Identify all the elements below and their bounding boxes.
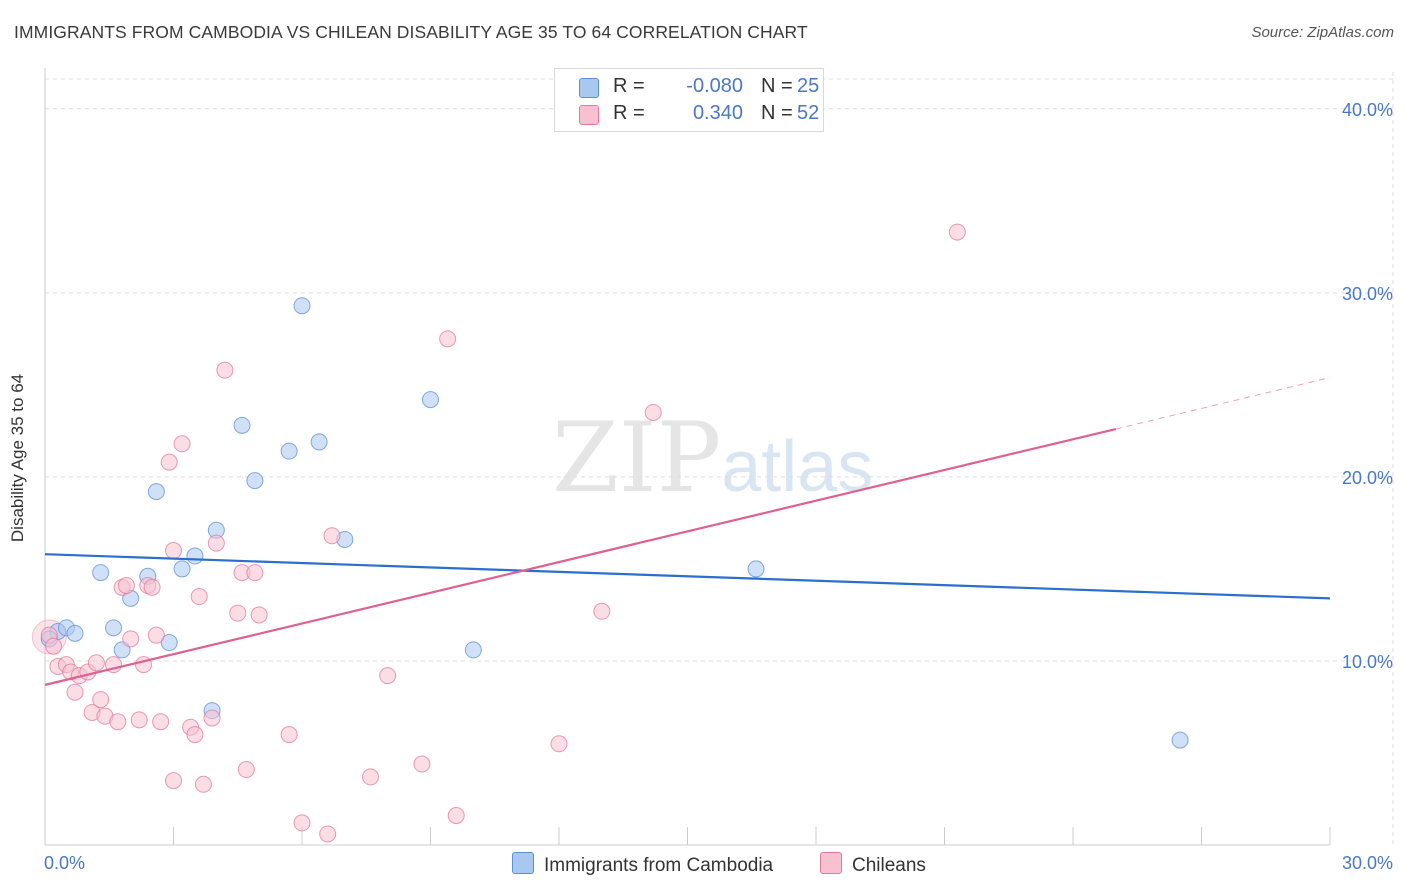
legend-n-label: N = — [761, 75, 793, 97]
point-chileans — [593, 602, 611, 620]
point-chileans — [362, 768, 380, 786]
point-chileans — [143, 578, 161, 596]
bottom-legend-swatch-chileans — [820, 852, 842, 874]
point-cambodia — [293, 297, 311, 315]
legend-swatch-cambodia — [579, 78, 599, 98]
bottom-legend-label-chileans: Chileans — [852, 855, 926, 876]
legend-n-value: 25 — [797, 75, 820, 97]
point-chileans — [186, 726, 204, 744]
legend-r-value: -0.080 — [686, 75, 743, 97]
x-tick-label: 0.0% — [44, 853, 85, 873]
point-chileans — [147, 626, 165, 644]
bottom-legend-swatch-cambodia — [512, 852, 534, 874]
x-tick-label: 30.0% — [1342, 853, 1393, 873]
point-chileans — [152, 713, 170, 731]
point-chileans — [413, 755, 431, 773]
watermark: ZIPatlas — [552, 402, 873, 514]
trend-line-chileans — [44, 427, 1117, 686]
point-chileans — [644, 403, 662, 421]
bottom-legend-label-cambodia: Immigrants from Cambodia — [544, 855, 774, 876]
point-chileans — [203, 709, 221, 727]
bottom-legend-chileans[interactable]: Chileans — [820, 852, 926, 877]
trend-line-cambodia — [44, 553, 1331, 600]
watermark-zip: ZIP — [552, 402, 722, 514]
point-cambodia — [747, 560, 765, 578]
point-chileans — [948, 223, 966, 241]
y-tick-label: 30.0% — [1342, 284, 1393, 304]
point-chileans — [280, 726, 298, 744]
point-chileans — [45, 637, 63, 655]
legend-n-label: N = — [761, 102, 793, 124]
point-chileans — [173, 435, 191, 453]
point-cambodia — [66, 624, 84, 642]
point-chileans — [160, 453, 178, 471]
point-chileans — [117, 576, 135, 594]
point-chileans — [319, 825, 337, 843]
point-cambodia — [173, 560, 191, 578]
point-chileans — [237, 761, 255, 779]
point-chileans — [109, 713, 127, 731]
point-cambodia — [464, 641, 482, 659]
point-chileans — [122, 630, 140, 648]
point-chileans — [550, 735, 568, 753]
point-cambodia — [147, 483, 165, 501]
bottom-legend-cambodia[interactable]: Immigrants from Cambodia — [512, 852, 773, 877]
point-cambodia — [186, 547, 204, 565]
point-chileans — [379, 667, 397, 685]
point-chileans — [66, 683, 84, 701]
y-tick-label: 40.0% — [1342, 100, 1393, 120]
point-cambodia — [246, 472, 264, 490]
point-chileans — [190, 588, 208, 606]
point-cambodia — [160, 634, 178, 652]
point-cambodia — [422, 391, 439, 409]
trend-extension-chileans — [1115, 377, 1331, 430]
y-tick-label: 10.0% — [1342, 652, 1393, 672]
y-axis-label: Disability Age 35 to 64 — [8, 373, 27, 543]
point-cambodia — [1171, 731, 1189, 749]
legend-r-label: R = — [613, 102, 645, 124]
point-cambodia — [105, 619, 123, 637]
legend-swatch-chileans — [579, 105, 599, 125]
point-chileans — [293, 814, 311, 832]
point-chileans — [246, 564, 264, 582]
point-chileans — [323, 527, 341, 545]
point-chileans — [165, 542, 182, 560]
y-tick-label: 20.0% — [1342, 468, 1393, 488]
point-chileans — [130, 711, 148, 729]
legend-r-value: 0.340 — [692, 102, 743, 124]
point-cambodia — [310, 433, 328, 451]
point-cambodia — [92, 564, 110, 582]
point-cambodia — [280, 442, 298, 460]
legend-n-value: 52 — [797, 102, 820, 124]
point-chileans — [92, 691, 110, 709]
point-chileans — [207, 534, 225, 552]
source-label: Source: ZipAtlas.com — [1251, 24, 1394, 41]
chart-title: IMMIGRANTS FROM CAMBODIA VS CHILEAN DISA… — [14, 22, 808, 42]
correlation-legend: R = -0.080 N = 25 R = 0.340 N = 52 — [554, 68, 824, 132]
point-chileans — [216, 361, 234, 379]
legend-r-label: R = — [613, 75, 645, 97]
point-cambodia — [233, 416, 251, 434]
point-chileans — [165, 772, 182, 790]
point-chileans — [87, 654, 105, 672]
point-chileans — [194, 775, 212, 793]
point-chileans — [439, 330, 457, 348]
point-chileans — [250, 606, 268, 624]
point-chileans — [229, 604, 247, 622]
point-chileans — [447, 807, 465, 825]
